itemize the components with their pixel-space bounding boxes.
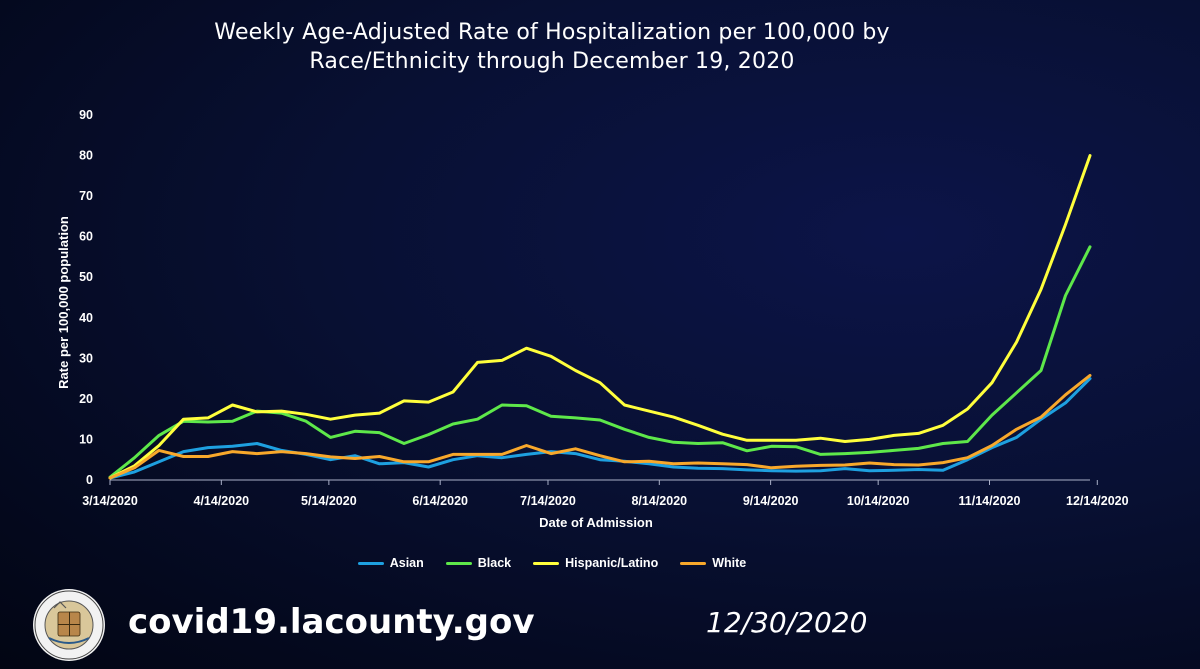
series-line-hispanic-latino [108, 154, 1092, 480]
county-seal-logo [33, 589, 105, 661]
x-axis: 3/14/2020 4/14/2020 5/14/2020 6/14/2020 7/14… [82, 480, 1129, 508]
legend-swatch [680, 561, 707, 565]
chart-title-line-1: Weekly Age-Adjusted Rate of Hospitalizat… [214, 20, 890, 45]
series-line-white [108, 373, 1092, 480]
x-tick-label: 12/14/2020 [1066, 494, 1129, 508]
y-tick-label: 90 [79, 108, 93, 122]
chart-title: Weekly Age-Adjusted Rate of Hospitalizat… [0, 18, 1104, 76]
legend-label: Black [477, 556, 512, 570]
legend-label: Hispanic/Latino [565, 556, 659, 570]
legend-swatch [357, 561, 384, 565]
x-tick-label: 11/14/2020 [959, 494, 1021, 508]
x-tick-label: 6/14/2020 [412, 494, 468, 508]
chart-title-line-2: Race/Ethnicity through December 19, 2020 [309, 49, 795, 74]
line-chart: 0 10 20 30 40 50 60 70 80 90 3/14/2020 4/14/2020 5/… [56, 108, 1129, 530]
x-tick-label: 10/14/2020 [847, 494, 910, 508]
legend-item: Hispanic/Latino [533, 556, 658, 570]
x-tick-label: 7/14/2020 [520, 494, 576, 508]
report-date: 12/30/2020 [706, 606, 868, 639]
y-tick-label: 20 [79, 392, 93, 406]
legend-item: Asian [357, 556, 424, 570]
x-tick-label: 9/14/2020 [743, 494, 799, 508]
legend-label: Asian [389, 556, 424, 570]
x-tick-label: 4/14/2020 [194, 494, 250, 508]
y-tick-label: 30 [79, 351, 93, 365]
series-line-asian [108, 377, 1092, 480]
y-tick-label: 60 [79, 230, 93, 244]
legend-swatch [533, 561, 560, 565]
x-tick-label: 5/14/2020 [301, 494, 357, 508]
y-axis: 0 10 20 30 40 50 60 70 80 90 [79, 108, 93, 487]
legend-item: White [680, 556, 746, 570]
y-tick-label: 80 [79, 149, 93, 163]
legend-item: Black [445, 556, 512, 570]
y-tick-label: 40 [79, 311, 93, 325]
y-tick-label: 0 [86, 473, 93, 487]
y-axis-label: Rate per 100,000 population [56, 216, 71, 389]
y-tick-label: 50 [79, 270, 93, 284]
y-tick-label: 70 [79, 189, 93, 203]
y-tick-label: 10 [79, 432, 93, 446]
website-url: covid19.lacounty.gov [128, 602, 535, 642]
legend-swatch [445, 561, 472, 565]
legend-label: White [712, 556, 747, 570]
x-tick-label: 8/14/2020 [631, 494, 687, 508]
series-lines [108, 154, 1092, 480]
x-tick-label: 3/14/2020 [82, 494, 138, 508]
x-axis-label: Date of Admission [539, 515, 653, 530]
legend: Asian Black Hispanic/Latino White [0, 556, 1104, 570]
